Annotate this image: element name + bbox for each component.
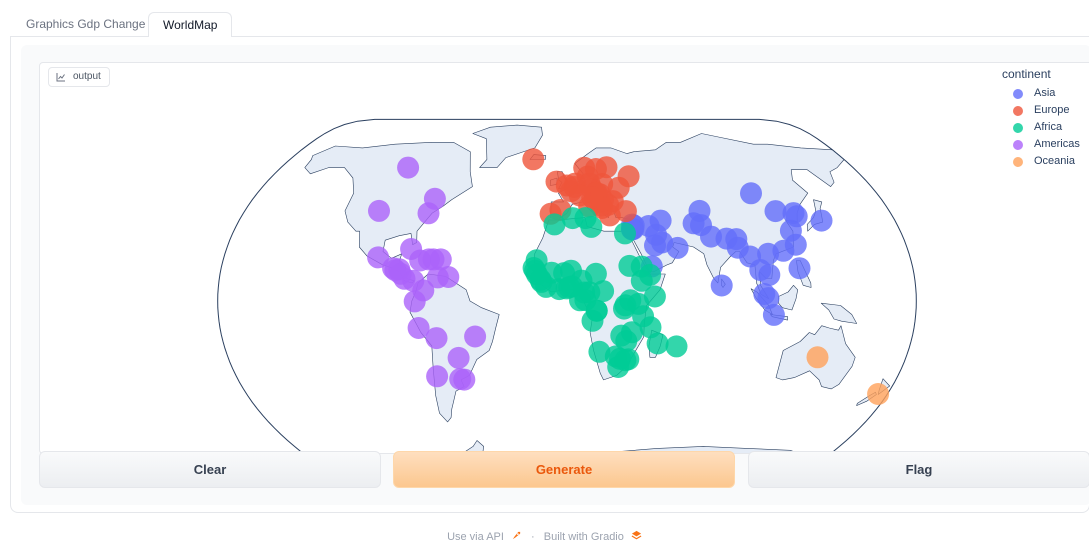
marker-africa-40[interactable] xyxy=(530,270,553,293)
tab-bar: Graphics Gdp Change WorldMap xyxy=(10,12,1089,38)
legend-item-asia[interactable]: Asia xyxy=(1002,85,1089,102)
output-label-text: output xyxy=(73,71,101,82)
marker-americas-24[interactable] xyxy=(426,266,449,289)
flag-button[interactable]: Flag xyxy=(748,451,1089,488)
marker-africa-48[interactable] xyxy=(619,289,642,312)
legend-label-oceania: Oceania xyxy=(1034,155,1075,167)
interface-container: output continent Asia Europe xyxy=(21,45,1089,505)
legend-label-africa: Africa xyxy=(1034,121,1063,133)
marker-oceania-0[interactable] xyxy=(806,346,829,369)
marker-asia-7[interactable] xyxy=(762,303,785,326)
legend-label-americas: Americas xyxy=(1034,138,1080,150)
marker-africa-27[interactable] xyxy=(646,332,669,355)
legend: continent Asia Europe Africa Americas xyxy=(1002,67,1089,170)
footer: Use via API · Built with Gradio xyxy=(0,530,1089,544)
marker-asia-24[interactable] xyxy=(644,234,666,257)
marker-americas-9[interactable] xyxy=(403,290,426,313)
marker-africa-44[interactable] xyxy=(614,349,637,372)
marker-asia-35[interactable] xyxy=(725,228,748,251)
marker-americas-1[interactable] xyxy=(425,327,448,350)
marker-americas-22[interactable] xyxy=(417,202,440,225)
marker-asia-34[interactable] xyxy=(688,199,711,222)
marker-americas-15[interactable] xyxy=(367,246,390,269)
legend-marker-africa xyxy=(1013,123,1023,133)
marker-africa-14[interactable] xyxy=(614,222,636,245)
marker-africa-50[interactable] xyxy=(615,330,638,352)
marker-africa-45[interactable] xyxy=(632,305,655,328)
chart-icon xyxy=(56,73,65,82)
legend-marker-asia xyxy=(1013,89,1023,99)
marker-africa-41[interactable] xyxy=(643,285,666,308)
marker-asia-26[interactable] xyxy=(710,274,733,297)
marker-americas-4[interactable] xyxy=(426,365,449,388)
marker-asia-25[interactable] xyxy=(757,287,780,310)
legend-label-europe: Europe xyxy=(1034,104,1070,116)
marker-africa-34[interactable] xyxy=(588,340,611,363)
marker-africa-43[interactable] xyxy=(618,254,641,277)
marker-asia-33[interactable] xyxy=(779,219,802,242)
marker-asia-30[interactable] xyxy=(757,242,780,265)
clear-button[interactable]: Clear xyxy=(39,451,381,488)
use-via-api-link[interactable]: Use via API xyxy=(447,531,504,543)
land-greenland xyxy=(472,124,543,168)
legend-item-americas[interactable]: Americas xyxy=(1002,136,1089,153)
output-label: output xyxy=(48,67,110,87)
marker-europe-29[interactable] xyxy=(555,174,578,197)
marker-asia-4[interactable] xyxy=(764,200,787,223)
marker-americas-23[interactable] xyxy=(453,368,476,391)
footer-separator: · xyxy=(531,531,535,543)
marker-asia-21[interactable] xyxy=(666,236,689,259)
rocket-icon xyxy=(511,530,522,544)
marker-europe-26[interactable] xyxy=(584,158,607,180)
world-map[interactable] xyxy=(40,63,1089,454)
output-plot[interactable]: output continent Asia Europe xyxy=(39,62,1089,454)
marker-asia-18[interactable] xyxy=(740,182,762,205)
marker-africa-46[interactable] xyxy=(558,276,581,299)
marker-americas-25[interactable] xyxy=(397,156,420,179)
marker-africa-32[interactable] xyxy=(543,213,566,236)
land-new-guinea xyxy=(820,302,857,324)
marker-europe-31[interactable] xyxy=(617,165,640,188)
legend-item-africa[interactable]: Africa xyxy=(1002,119,1089,136)
gradio-logo-icon xyxy=(631,530,642,544)
tab-worldmap[interactable]: WorldMap xyxy=(148,12,233,38)
marker-americas-2[interactable] xyxy=(464,325,487,348)
marker-africa-7[interactable] xyxy=(592,280,615,303)
marker-americas-26[interactable] xyxy=(368,199,390,222)
marker-americas-19[interactable] xyxy=(407,317,430,339)
marker-americas-20[interactable] xyxy=(429,248,452,271)
marker-africa-47[interactable] xyxy=(574,207,597,230)
land-borneo xyxy=(778,285,798,311)
marker-europe-13[interactable] xyxy=(522,148,545,171)
legend-marker-europe xyxy=(1013,106,1023,116)
tab-panel: output continent Asia Europe xyxy=(10,37,1089,513)
marker-americas-17[interactable] xyxy=(402,269,425,292)
generate-button[interactable]: Generate xyxy=(393,451,735,488)
tab-graphics-gdp-change[interactable]: Graphics Gdp Change xyxy=(26,17,146,31)
legend-marker-oceania xyxy=(1013,157,1023,167)
legend-item-oceania[interactable]: Oceania xyxy=(1002,153,1089,170)
globe-outline xyxy=(217,118,917,453)
legend-title: continent xyxy=(1002,67,1051,81)
legend-item-europe[interactable]: Europe xyxy=(1002,102,1089,119)
legend-marker-americas xyxy=(1013,140,1023,150)
marker-asia-11[interactable] xyxy=(810,209,833,232)
marker-layer xyxy=(367,148,890,405)
marker-americas-18[interactable] xyxy=(447,346,470,369)
marker-asia-23[interactable] xyxy=(788,257,811,280)
marker-americas-14[interactable] xyxy=(409,249,432,272)
legend-label-asia: Asia xyxy=(1034,87,1056,99)
marker-oceania-1[interactable] xyxy=(867,383,890,405)
marker-africa-31[interactable] xyxy=(665,335,688,358)
marker-europe-28[interactable] xyxy=(614,200,637,223)
built-with-gradio-link[interactable]: Built with Gradio xyxy=(543,531,624,543)
marker-africa-17[interactable] xyxy=(630,269,653,292)
